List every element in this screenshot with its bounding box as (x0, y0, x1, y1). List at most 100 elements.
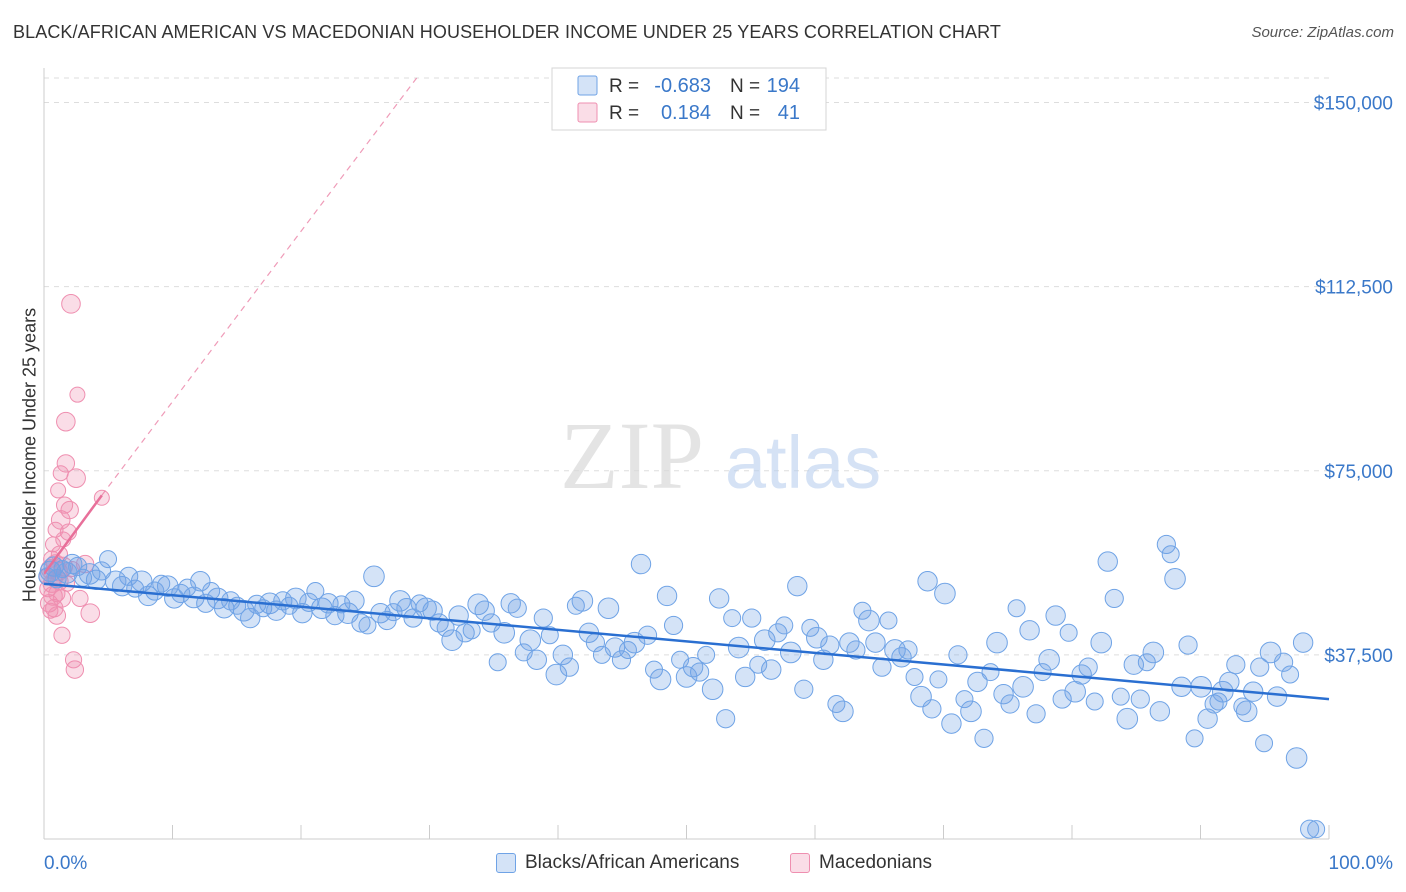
legend-r-label: R = (609, 103, 639, 124)
data-point (56, 454, 76, 473)
data-point (474, 600, 495, 621)
data-point (986, 631, 1008, 654)
data-point (865, 632, 886, 653)
y-tick-label: $75,000 (1324, 462, 1393, 483)
legend-bottom: Blacks/African Americans Macedonians (0, 852, 1406, 878)
data-point (839, 632, 860, 653)
data-point (1281, 665, 1300, 684)
trend-line-blue (44, 582, 1330, 701)
data-point (559, 657, 579, 677)
data-point (80, 603, 101, 623)
data-point (820, 635, 840, 655)
data-point (960, 700, 982, 723)
legend-r-value: 0.184 (661, 102, 711, 124)
trend-line-pink-extension (101, 77, 418, 496)
data-point (545, 663, 568, 686)
data-point (1104, 588, 1124, 609)
data-point (1078, 657, 1098, 677)
data-point (948, 645, 968, 665)
data-point (1185, 729, 1204, 748)
data-point (1090, 631, 1113, 654)
data-point (1052, 689, 1072, 709)
data-point (1161, 545, 1180, 564)
legend-label: Macedonians (819, 852, 933, 873)
data-point (794, 679, 814, 699)
data-point (941, 713, 962, 734)
data-point (1000, 694, 1020, 714)
data-point (611, 650, 632, 670)
data-point (1300, 819, 1320, 839)
data-point (690, 662, 710, 682)
data-point (1116, 707, 1139, 730)
data-point (723, 609, 742, 628)
data-point (467, 593, 489, 616)
data-point (1266, 686, 1288, 707)
legend-swatch-pink (577, 102, 598, 123)
data-point (540, 626, 559, 645)
data-point (519, 629, 542, 651)
data-point (1204, 694, 1224, 714)
data-point (682, 656, 704, 678)
data-point (955, 690, 974, 709)
data-point (1019, 620, 1040, 641)
data-point (1026, 704, 1046, 724)
data-point (493, 621, 516, 644)
data-point (50, 482, 67, 499)
data-point (441, 629, 463, 651)
data-point (138, 585, 159, 607)
data-point (934, 582, 956, 605)
data-point (60, 500, 79, 520)
legend-n-value: 41 (778, 102, 800, 124)
x-tick-label: 100.0% (1329, 853, 1394, 874)
data-point (775, 616, 794, 635)
data-point (190, 571, 211, 592)
legend-n-value: 194 (767, 75, 800, 97)
y-tick-labels: $37,500 $75,000 $112,500 $150,000 (1314, 94, 1393, 667)
data-point (91, 561, 112, 581)
data-point (552, 644, 574, 666)
data-point (742, 608, 762, 628)
data-point (65, 660, 85, 679)
data-point (1111, 687, 1130, 706)
legend-r-label: R = (609, 76, 639, 97)
data-point (56, 411, 76, 432)
data-point (879, 611, 898, 630)
data-point (846, 640, 866, 660)
data-point (47, 606, 67, 625)
data-point (1142, 641, 1165, 664)
data-point (78, 563, 101, 585)
data-point (571, 590, 594, 612)
data-point (967, 671, 988, 693)
legend-item-macedonians[interactable]: Macedonians (790, 852, 932, 874)
data-point (753, 629, 776, 651)
data-point (64, 651, 83, 669)
data-point (344, 590, 365, 612)
data-point (649, 668, 672, 691)
data-point (39, 560, 62, 583)
data-point (1071, 664, 1092, 685)
data-point (806, 626, 828, 649)
watermark-atlas: atlas (725, 421, 881, 504)
legend-item-blacks[interactable]: Blacks/African Americans (496, 852, 739, 874)
data-point (905, 667, 924, 686)
data-point (69, 386, 86, 403)
data-point (1178, 635, 1198, 655)
axes (43, 68, 1330, 840)
data-point (488, 653, 507, 672)
data-point (152, 574, 171, 593)
data-point (858, 609, 880, 632)
y-tick-label: $150,000 (1314, 94, 1393, 115)
data-point (630, 553, 652, 575)
data-point (1219, 671, 1240, 693)
macedonians-points (38, 294, 110, 679)
data-point (675, 666, 698, 688)
data-point (701, 678, 724, 701)
data-point (1307, 820, 1326, 839)
legend-r-value: -0.683 (654, 75, 711, 97)
data-point (1038, 648, 1060, 671)
data-point (981, 663, 1000, 682)
data-point (526, 649, 547, 670)
data-point (1085, 692, 1104, 711)
data-point (363, 565, 385, 588)
